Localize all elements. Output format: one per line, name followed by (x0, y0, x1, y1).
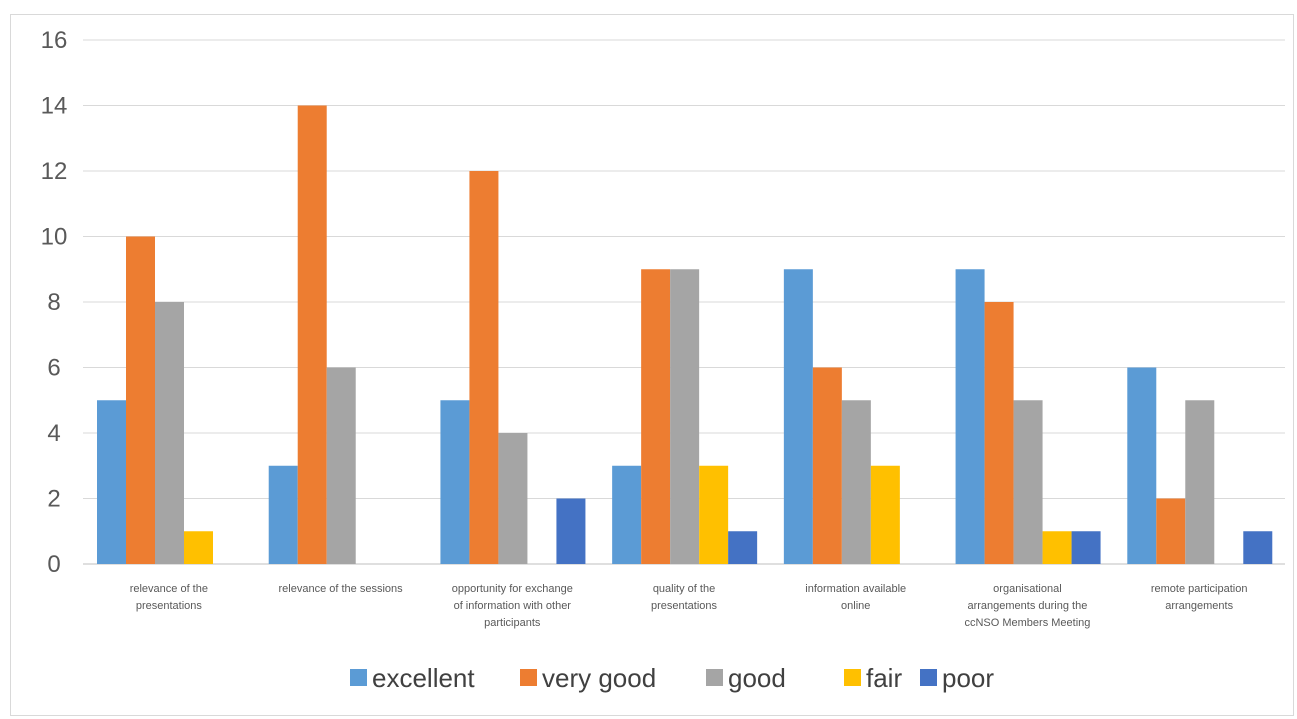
x-category-label-line: information available (805, 583, 906, 595)
bar-excellent-3 (612, 465, 642, 564)
x-category-label-line: relevance of the (130, 583, 208, 595)
bar-excellent-5 (955, 269, 985, 564)
x-category-label: organisational arrangements during the ccN… (964, 583, 1090, 629)
bar-good-6 (1185, 400, 1215, 564)
bar-very-good-6 (1156, 498, 1186, 564)
legend-swatch-poor (920, 669, 937, 686)
legend-label-fair: fair (866, 663, 902, 693)
y-tick-label: 14 (41, 93, 68, 120)
y-tick-label: 4 (47, 420, 60, 447)
x-category-label-line: quality of the (653, 583, 715, 595)
bar-excellent-6 (1127, 367, 1157, 564)
bar-very-good-2 (469, 171, 499, 564)
y-tick-label: 12 (41, 158, 68, 185)
x-category-label-line: remote participation (1151, 583, 1248, 595)
bar-good-4 (841, 400, 871, 564)
x-category-label-line: organisational (993, 583, 1062, 595)
bar-excellent-4 (783, 269, 813, 564)
legend-swatch-good (706, 669, 723, 686)
legend-label-poor: poor (942, 663, 994, 693)
x-category-label-line: online (841, 600, 870, 612)
x-category-label-line: presentations (136, 600, 203, 612)
x-category-label-line: arrangements (1165, 600, 1233, 612)
bar-fair-5 (1042, 531, 1072, 564)
y-tick-label: 10 (41, 224, 68, 251)
x-category-label: quality of the presentations (651, 583, 718, 612)
x-category-label-line: ccNSO Members Meeting (964, 617, 1090, 629)
legend-swatch-excellent (350, 669, 367, 686)
bar-very-good-0 (126, 236, 155, 564)
bar-excellent-1 (268, 465, 298, 564)
legend-label-good: good (728, 663, 786, 693)
bar-poor-2 (556, 498, 586, 564)
bars (97, 105, 1273, 564)
x-category-label-line: of information with other (454, 600, 572, 612)
bar-excellent-0 (97, 400, 126, 564)
bar-poor-6 (1243, 531, 1273, 564)
bar-poor-5 (1071, 531, 1101, 564)
bar-good-1 (326, 367, 356, 564)
x-category-label: information available online (805, 583, 906, 612)
bar-good-2 (498, 433, 528, 564)
legend-label-excellent: excellent (372, 663, 475, 693)
bar-very-good-1 (297, 105, 327, 564)
bar-very-good-4 (812, 367, 842, 564)
x-category-label-line: arrangements during the (967, 600, 1087, 612)
bar-poor-3 (728, 531, 758, 564)
x-category-label-line: relevance of the sessions (279, 583, 404, 595)
bar-good-0 (155, 302, 184, 564)
x-category-label-line: opportunity for exchange (452, 583, 573, 595)
legend: excellent very good good fair poor (350, 663, 994, 693)
x-category-label: relevance of the presentations (130, 583, 208, 612)
x-category-label-line: participants (484, 617, 541, 629)
x-category-label: opportunity for exchange of information w… (452, 583, 573, 629)
y-tick-label: 6 (47, 355, 60, 382)
legend-swatch-fair (844, 669, 861, 686)
bar-very-good-3 (641, 269, 671, 564)
bar-very-good-5 (984, 302, 1014, 564)
y-tick-label: 0 (47, 551, 60, 578)
legend-label-very-good: very good (542, 663, 656, 693)
x-category-label: remote participation arrangements (1151, 583, 1248, 612)
x-category-label: relevance of the sessions (279, 583, 404, 595)
x-category-label-line: presentations (651, 600, 718, 612)
bar-good-3 (670, 269, 700, 564)
y-tick-label: 2 (47, 486, 60, 513)
bar-fair-4 (870, 465, 900, 564)
bar-good-5 (1013, 400, 1043, 564)
y-tick-label: 8 (47, 289, 60, 316)
bar-fair-3 (699, 465, 729, 564)
bar-fair-0 (184, 531, 213, 564)
legend-swatch-very-good (520, 669, 537, 686)
bar-excellent-2 (440, 400, 470, 564)
y-tick-label: 16 (41, 27, 68, 54)
